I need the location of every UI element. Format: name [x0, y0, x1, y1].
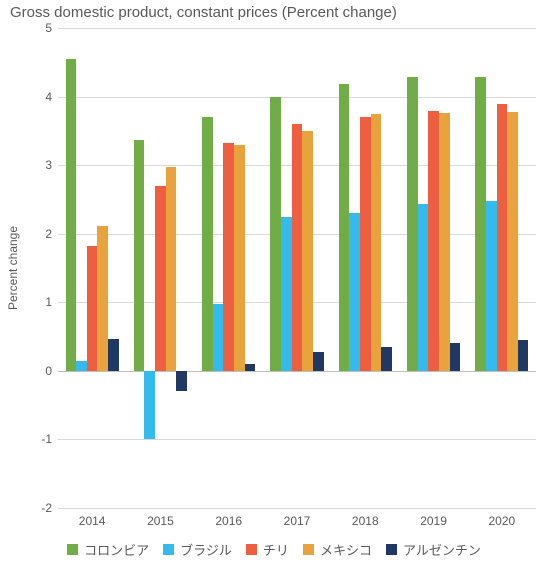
gridline: [58, 371, 536, 372]
y-tick-label: 3: [45, 158, 58, 172]
plot-area: -2-10123452014201520162017201820192020: [58, 28, 536, 508]
bar: [134, 140, 145, 371]
bar: [245, 364, 256, 371]
bar: [76, 361, 87, 371]
bar: [97, 226, 108, 371]
legend-item: メキシコ: [303, 540, 372, 559]
x-tick-label: 2014: [79, 508, 106, 528]
legend-label: チリ: [263, 540, 289, 559]
bar: [108, 339, 119, 371]
bar: [439, 113, 450, 371]
legend-label: メキシコ: [320, 540, 372, 559]
bar: [166, 167, 177, 371]
bar: [270, 97, 281, 371]
bar: [202, 117, 213, 371]
legend-swatch: [163, 544, 174, 555]
bar: [176, 371, 187, 392]
x-tick-label: 2017: [284, 508, 311, 528]
legend-item: コロンビア: [67, 540, 149, 559]
y-axis-label: Percent change: [6, 226, 20, 310]
bar: [497, 104, 508, 371]
bar: [223, 143, 234, 371]
chart-container: Gross domestic product, constant prices …: [0, 0, 548, 564]
bar: [339, 84, 350, 371]
bar: [313, 352, 324, 371]
legend: コロンビア ブラジル チリ メキシコ アルゼンチン: [0, 540, 548, 559]
bar: [371, 114, 382, 370]
legend-label: アルゼンチン: [403, 540, 481, 559]
gridline: [58, 439, 536, 440]
chart-title: Gross domestic product, constant prices …: [10, 4, 397, 21]
legend-label: ブラジル: [180, 540, 232, 559]
bar: [507, 112, 518, 371]
bar: [302, 131, 313, 371]
bar: [213, 304, 224, 371]
bar: [407, 77, 418, 370]
x-tick-label: 2020: [488, 508, 515, 528]
x-tick-label: 2016: [215, 508, 242, 528]
bar: [381, 347, 392, 371]
bar: [360, 117, 371, 371]
y-tick-label: 4: [45, 90, 58, 104]
gridline: [58, 28, 536, 29]
x-tick-label: 2015: [147, 508, 174, 528]
legend-item: チリ: [246, 540, 289, 559]
bar: [450, 343, 461, 370]
y-tick-label: -2: [41, 501, 58, 515]
bar: [87, 246, 98, 371]
bar: [518, 340, 529, 371]
legend-label: コロンビア: [84, 540, 149, 559]
y-tick-label: 5: [45, 21, 58, 35]
bar: [418, 204, 429, 371]
y-tick-label: -1: [41, 432, 58, 446]
bar: [66, 59, 77, 371]
legend-swatch: [386, 544, 397, 555]
y-tick-label: 1: [45, 295, 58, 309]
legend-swatch: [246, 544, 257, 555]
bar: [281, 217, 292, 371]
y-tick-label: 0: [45, 364, 58, 378]
bar: [144, 371, 155, 440]
legend-item: アルゼンチン: [386, 540, 481, 559]
gridline: [58, 97, 536, 98]
legend-swatch: [303, 544, 314, 555]
bar: [486, 201, 497, 371]
bar: [475, 77, 486, 370]
bar: [428, 111, 439, 371]
bar: [234, 145, 245, 371]
bar: [155, 186, 166, 371]
bar: [292, 124, 303, 371]
legend-swatch: [67, 544, 78, 555]
x-tick-label: 2018: [352, 508, 379, 528]
x-tick-label: 2019: [420, 508, 447, 528]
bar: [349, 213, 360, 371]
y-tick-label: 2: [45, 227, 58, 241]
legend-item: ブラジル: [163, 540, 232, 559]
